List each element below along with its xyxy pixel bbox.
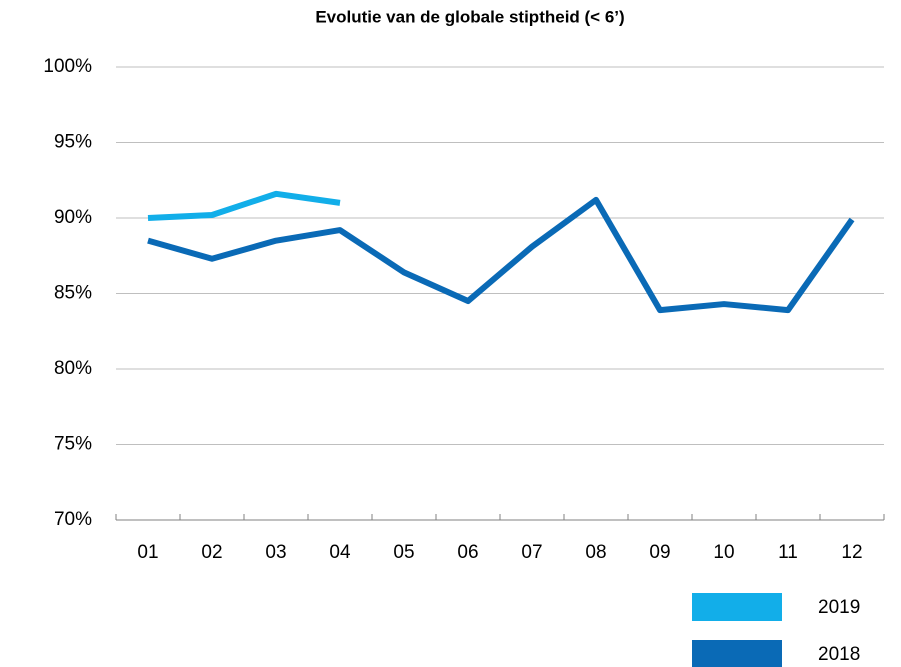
x-tick-label: 08 [585, 542, 606, 563]
x-tick-label: 01 [137, 542, 158, 563]
line-series [147, 196, 855, 314]
x-tick-label: 03 [265, 542, 286, 563]
line-series [147, 190, 341, 221]
chart-title: Evolutie van de globale stiptheid (< 6’) [315, 7, 624, 26]
y-tick-label: 100% [43, 56, 92, 77]
legend-label: 2019 [818, 597, 860, 618]
x-tick-label: 07 [521, 542, 542, 563]
x-tick-label: 02 [201, 542, 222, 563]
legend-label: 2018 [818, 644, 860, 665]
x-tick-label: 10 [713, 542, 734, 563]
x-tick-label: 04 [329, 542, 351, 563]
y-tick-label: 90% [54, 207, 92, 228]
y-tick-label: 75% [54, 434, 92, 455]
x-tick-label: 06 [457, 542, 478, 563]
legend-swatch [692, 640, 782, 667]
x-tick-label: 12 [841, 542, 862, 563]
x-tick-label: 09 [649, 542, 670, 563]
x-tick-label: 05 [393, 542, 414, 563]
x-tick-label: 11 [778, 542, 798, 563]
y-tick-label: 85% [54, 283, 92, 304]
legend-swatch [692, 593, 782, 621]
y-tick-label: 80% [54, 358, 92, 379]
y-tick-label: 95% [54, 132, 92, 153]
y-tick-label: 70% [54, 509, 92, 530]
